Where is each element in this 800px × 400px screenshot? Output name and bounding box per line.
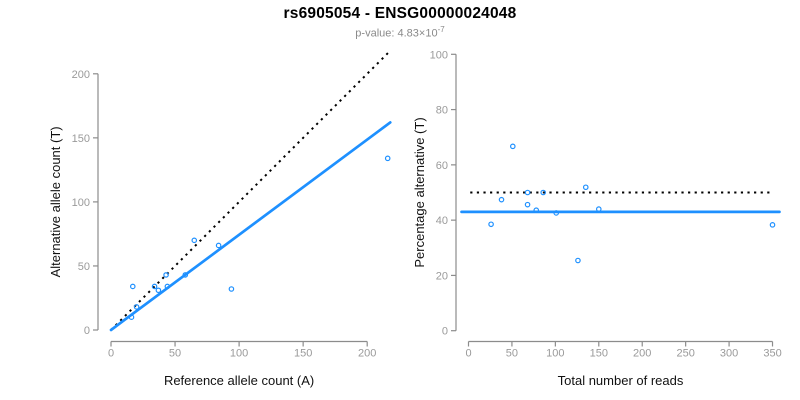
y-tick-label: 20: [436, 270, 448, 282]
data-point: [129, 283, 136, 290]
data-point: [524, 189, 531, 196]
p-value-text: p-value: 4.83×10: [355, 27, 438, 40]
data-point: [384, 155, 391, 162]
data-point: [533, 207, 540, 213]
right-panel: 0 20 40 60 80 100 0 50 100 150 200 250 300 350 Total n…: [412, 49, 782, 388]
data-point: [164, 283, 171, 290]
data-point: [498, 196, 505, 203]
data-point: [191, 237, 198, 244]
y-tick-label: 50: [78, 261, 90, 273]
y-axis-title: Alternative allele count (T): [48, 126, 63, 277]
data-point: [163, 272, 169, 278]
data-point: [488, 221, 494, 228]
chart-subtitle: p-value: 4.83×10-7: [0, 25, 800, 40]
x-tick-label: 150: [590, 348, 608, 360]
y-tick-label: 0: [84, 325, 90, 337]
data-point: [582, 184, 589, 191]
y-tick-label: 40: [436, 215, 448, 227]
y-tick-label: 100: [430, 49, 448, 61]
data-point: [509, 143, 516, 150]
p-value-exponent: -7: [437, 25, 445, 34]
x-tick-label: 300: [720, 348, 738, 360]
data-point: [215, 242, 222, 249]
x-tick-label: 200: [633, 348, 651, 360]
data-point: [228, 286, 235, 292]
data-point: [575, 257, 581, 264]
data-point: [540, 189, 546, 196]
left-panel: 0 50 100 150 200 0 50 100 150 200 Reference allele…: [48, 50, 392, 388]
y-tick-label: 150: [72, 133, 90, 145]
data-point: [769, 222, 776, 228]
x-tick-label: 50: [169, 348, 181, 360]
chart-title: rs6905054 - ENSG00000024048: [283, 5, 517, 22]
data-point: [524, 201, 531, 208]
x-tick-label: 100: [546, 348, 564, 360]
x-tick-label: 50: [506, 348, 518, 360]
y-tick-label: 200: [72, 69, 90, 81]
data-point: [155, 287, 162, 294]
x-axis-title: Reference allele count (A): [164, 373, 314, 388]
x-tick-label: 0: [465, 348, 471, 360]
y-tick-label: 100: [72, 197, 90, 209]
y-tick-label: 0: [442, 326, 448, 338]
x-tick-label: 250: [676, 348, 694, 360]
x-tick-label: 150: [294, 348, 312, 360]
x-tick-label: 0: [108, 348, 114, 360]
y-axis-title: Percentage alternative (T): [412, 117, 427, 267]
data-point: [595, 206, 602, 212]
x-axis-title: Total number of reads: [558, 373, 684, 388]
fit-line: [109, 121, 392, 332]
data-point: [128, 314, 135, 320]
y-tick-label: 60: [436, 160, 448, 172]
x-tick-label: 350: [763, 348, 781, 360]
data-point: [151, 283, 158, 290]
x-tick-label: 200: [358, 348, 376, 360]
x-tick-label: 100: [230, 348, 248, 360]
data-point: [553, 210, 560, 216]
data-point: [133, 304, 140, 310]
y-tick-label: 80: [436, 105, 448, 117]
data-point: [182, 272, 189, 278]
